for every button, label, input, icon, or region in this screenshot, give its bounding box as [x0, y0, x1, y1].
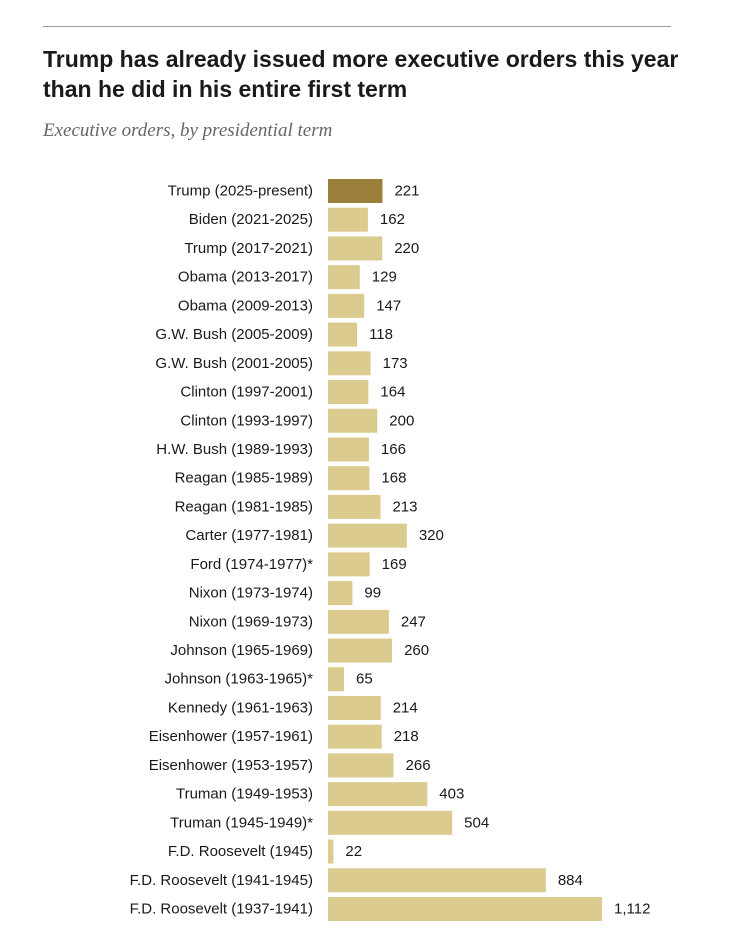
bar	[328, 265, 360, 290]
bar	[328, 753, 394, 778]
category-label: Eisenhower (1957-1961)	[149, 728, 313, 745]
bar	[328, 552, 370, 577]
value-label: 200	[389, 412, 414, 429]
category-label: Nixon (1973-1974)	[189, 585, 313, 602]
value-label: 129	[372, 269, 397, 286]
value-label: 247	[401, 613, 426, 630]
category-label: Carter (1977-1981)	[185, 527, 313, 544]
category-label: Biden (2021-2025)	[189, 211, 313, 228]
bar	[328, 351, 371, 376]
category-label: Reagan (1981-1985)	[175, 498, 313, 515]
value-label: 65	[356, 671, 373, 688]
value-label: 162	[380, 211, 405, 228]
value-label: 218	[394, 728, 419, 745]
bar	[328, 236, 383, 261]
category-label: F.D. Roosevelt (1941-1945)	[130, 872, 313, 889]
bar	[328, 437, 369, 462]
bar	[328, 581, 353, 606]
category-label: Truman (1949-1953)	[176, 786, 313, 803]
category-label: F.D. Roosevelt (1937-1941)	[130, 901, 313, 918]
value-label: 169	[382, 556, 407, 573]
bar	[328, 695, 381, 720]
category-label: F.D. Roosevelt (1945)	[168, 843, 313, 860]
category-label: Reagan (1985-1989)	[175, 470, 313, 487]
category-label: Eisenhower (1953-1957)	[149, 757, 313, 774]
bar	[328, 408, 378, 433]
bar	[328, 638, 393, 663]
category-label: G.W. Bush (2005-2009)	[155, 326, 313, 343]
bar-highlighted	[328, 179, 383, 203]
value-label: 99	[364, 585, 381, 602]
value-label: 221	[394, 183, 419, 200]
bar	[328, 494, 381, 519]
bar	[328, 667, 345, 692]
category-label: Obama (2013-2017)	[178, 269, 313, 286]
value-label: 260	[404, 642, 429, 659]
bar	[328, 897, 602, 921]
value-label: 504	[464, 814, 489, 831]
value-label: 118	[369, 326, 393, 343]
category-label: Obama (2009-2013)	[178, 297, 313, 314]
bar	[328, 523, 407, 548]
value-label: 22	[345, 843, 362, 860]
bar	[328, 380, 369, 405]
category-label: Johnson (1963-1965)*	[165, 671, 314, 688]
category-label: Johnson (1965-1969)	[170, 642, 313, 659]
category-label: Kennedy (1961-1963)	[168, 699, 313, 716]
bar	[328, 207, 368, 232]
category-label: Clinton (1993-1997)	[180, 412, 313, 429]
category-label: Nixon (1969-1973)	[189, 613, 313, 630]
category-label: Clinton (1997-2001)	[180, 384, 313, 401]
value-label: 266	[406, 757, 431, 774]
category-label: Trump (2025-present)	[168, 183, 313, 200]
value-label: 320	[419, 527, 444, 544]
value-label: 220	[394, 240, 419, 257]
value-label: 166	[381, 441, 406, 458]
value-label: 173	[383, 355, 408, 372]
chart-title: Trump has already issued more executive …	[43, 46, 679, 102]
category-label: Truman (1945-1949)*	[170, 814, 313, 831]
bar	[328, 293, 365, 318]
value-label: 1,112	[614, 901, 650, 918]
category-label: Trump (2017-2021)	[184, 240, 313, 257]
category-label: G.W. Bush (2001-2005)	[155, 355, 313, 372]
value-label: 147	[376, 297, 401, 314]
value-label: 214	[393, 699, 418, 716]
bar	[328, 322, 358, 347]
bar	[328, 466, 370, 491]
bar	[328, 868, 546, 893]
category-label: H.W. Bush (1989-1993)	[156, 441, 313, 458]
bar	[328, 782, 428, 807]
bar	[328, 609, 389, 634]
top-rule	[43, 26, 671, 27]
value-label: 213	[392, 498, 417, 515]
bar	[328, 810, 453, 835]
value-label: 168	[381, 470, 406, 487]
chart-subtitle: Executive orders, by presidential term	[43, 120, 333, 141]
value-label: 164	[380, 384, 405, 401]
bar	[328, 724, 382, 749]
value-label: 884	[558, 872, 583, 889]
bar	[328, 839, 334, 864]
category-label: Ford (1974-1977)*	[190, 556, 313, 573]
value-label: 403	[439, 786, 464, 803]
